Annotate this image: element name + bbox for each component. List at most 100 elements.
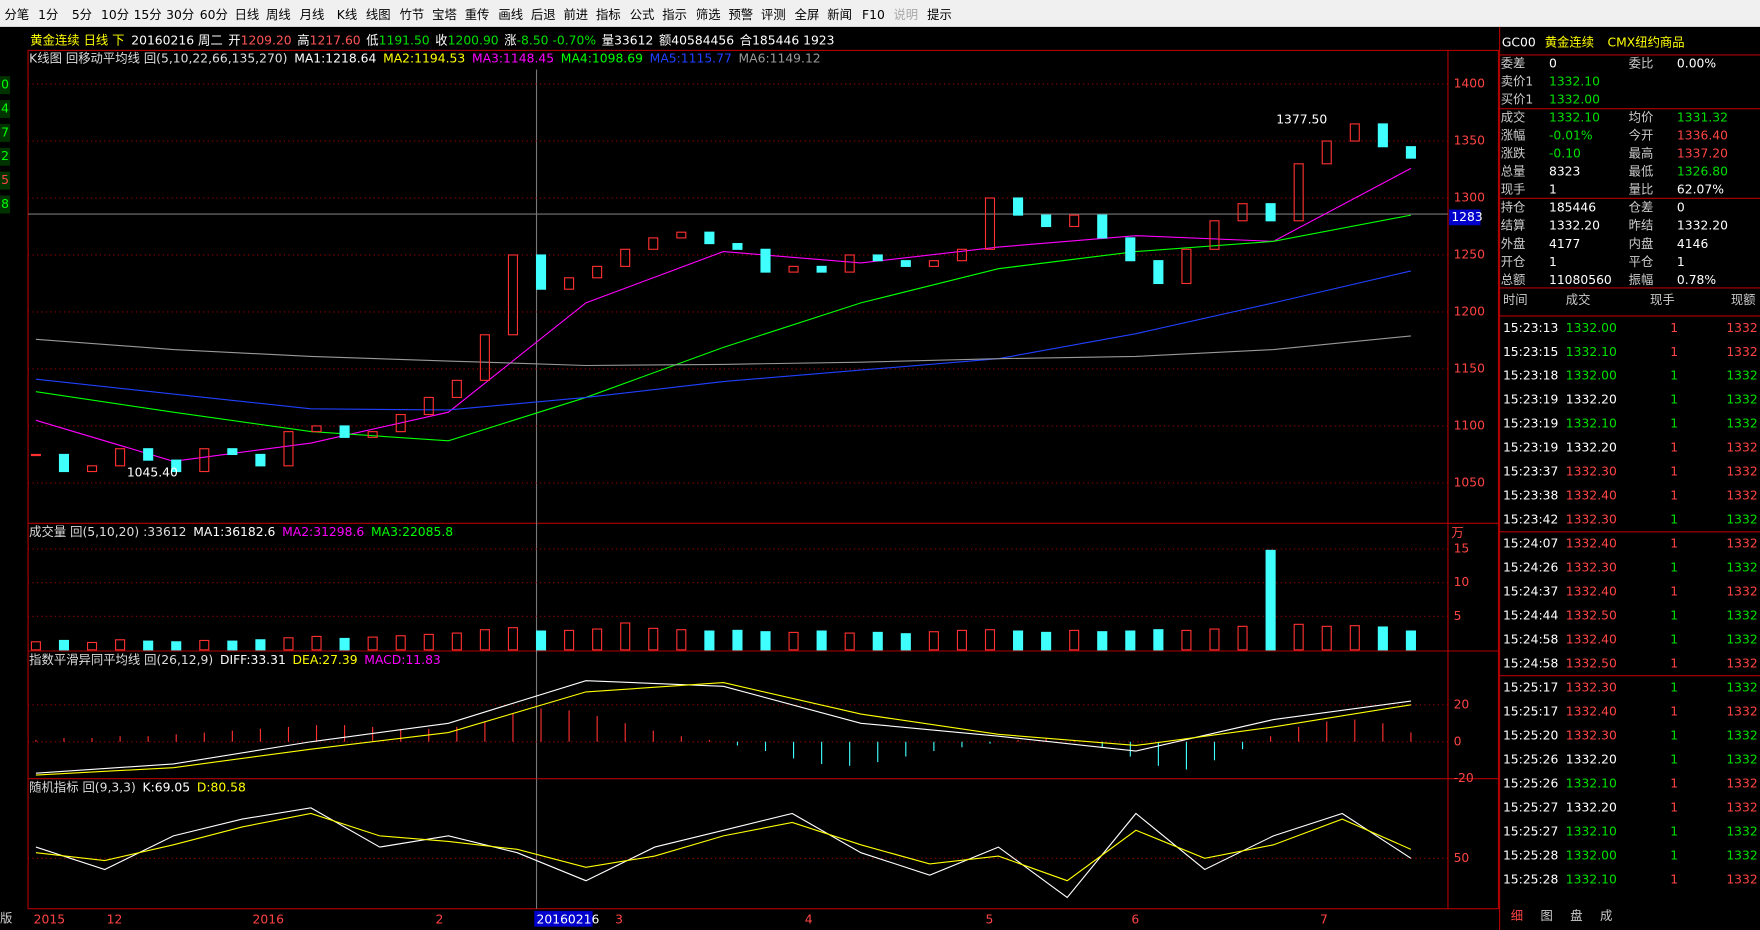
toolbar-button[interactable]: 竹节 [400, 8, 425, 22]
trade-volume: 1 [1670, 680, 1678, 694]
quote-label: 仓差 [1629, 201, 1654, 215]
toolbar-button[interactable]: 重传 [465, 7, 490, 22]
legend-item: K:69.05 [143, 780, 191, 794]
chart-frame [27, 49, 1500, 910]
trade-price: 1332.20 [1566, 800, 1617, 814]
trade-price: 1332.00 [1566, 848, 1617, 862]
toolbar-button[interactable]: 后退 [531, 8, 556, 22]
toolbar-button[interactable]: 公式 [630, 8, 655, 22]
trade-volume: 1 [1670, 417, 1678, 431]
trade-price: 1332.30 [1566, 465, 1617, 479]
x-tick-label: 5 [986, 912, 994, 926]
legend-item: MA3:1148.45 [472, 51, 554, 65]
y-tick-label: 1400 [1454, 77, 1486, 91]
volume-bar [872, 631, 883, 651]
trades-header: 现手 [1650, 293, 1675, 307]
toolbar-button[interactable]: 宝塔 [432, 8, 457, 22]
candle [283, 431, 294, 467]
volume-bar [1321, 625, 1332, 651]
trade-volume: 1 [1670, 800, 1678, 814]
trade-price: 1332.40 [1566, 537, 1617, 551]
toolbar-button[interactable]: 线图 [366, 8, 391, 22]
tab[interactable]: 盘 [1570, 908, 1582, 923]
legend-item: MA1:36182.6 [193, 525, 275, 539]
header-label: 涨 [504, 32, 516, 47]
tab[interactable]: 细 [1511, 909, 1523, 923]
trade-time: 15:23:42 [1503, 513, 1558, 527]
volume-bar [1181, 629, 1192, 651]
trade-price: 1332.50 [1566, 657, 1617, 671]
header-value: 40584456 [671, 33, 734, 47]
trade-time: 15:25:20 [1503, 728, 1559, 742]
candle [535, 254, 547, 290]
quote-value: 0 [1677, 201, 1685, 215]
toolbar-button[interactable]: 新闻 [827, 7, 852, 22]
volume-bar [928, 631, 939, 651]
toolbar-button[interactable]: 指标 [596, 7, 621, 22]
candle [395, 413, 406, 433]
toolbar-button[interactable]: 15分 [134, 8, 162, 22]
toolbar-button[interactable]: 分笔 [4, 7, 29, 22]
trade-volume: 1 [1670, 441, 1678, 455]
legend-item: DEA:27.39 [293, 652, 358, 666]
candle [928, 260, 939, 267]
panel-legend: 随机指标 回(9,3,3) K:69.05 D:80.58 [29, 779, 246, 794]
panel-legend: 指数平滑异同平均线 回(26,12,9) DIFF:33.31 DEA:27.39 M… [29, 651, 441, 666]
quote-label: 振幅 [1629, 272, 1654, 287]
header-label: 收 [435, 33, 447, 47]
toolbar-button[interactable]: 画线 [498, 8, 523, 22]
trades-header: 现额 [1731, 293, 1756, 307]
trade-time: 15:23:19 [1503, 393, 1558, 407]
trade-amount: 1332 [1726, 609, 1757, 623]
toolbar-button[interactable]: 10分 [101, 8, 129, 22]
toolbar-button[interactable]: 指示 [662, 7, 687, 22]
trade-price: 1332.00 [1566, 369, 1617, 383]
toolbar-button[interactable]: 提示 [927, 7, 952, 22]
toolbar-button[interactable]: 评测 [761, 8, 786, 22]
trade-time: 15:23:15 [1503, 345, 1558, 359]
trade-time: 15:25:28 [1503, 872, 1558, 886]
y-tick-label: 1100 [1454, 418, 1486, 432]
toolbar-button[interactable]: K线 [337, 8, 357, 22]
toolbar-button[interactable]: 全屏 [795, 7, 820, 22]
toolbar-button[interactable]: 5分 [72, 8, 92, 22]
trade-amount: 1332 [1726, 680, 1757, 694]
trade-volume: 1 [1670, 728, 1678, 742]
toolbar-button[interactable]: 日线 [235, 8, 260, 22]
toolbar-button[interactable]: 60分 [200, 8, 228, 22]
volume-bar [648, 627, 659, 651]
quote-label: 均价 [1629, 110, 1654, 124]
trade-volume: 1 [1670, 609, 1678, 623]
toolbar-button[interactable]: 1分 [38, 8, 58, 22]
candle [1405, 146, 1416, 159]
toolbar-button[interactable]: 月线 [300, 8, 325, 22]
toolbar-button[interactable]: 说明 [893, 7, 918, 22]
diff-line [35, 680, 1411, 774]
trade-price: 1332.20 [1566, 752, 1617, 766]
candle [900, 260, 911, 267]
toolbar-button[interactable]: F10 [862, 8, 885, 22]
volume-bar [1013, 630, 1024, 651]
trade-time: 15:24:07 [1503, 537, 1558, 551]
volume-bar [143, 640, 154, 651]
tab[interactable]: 图 [1541, 909, 1553, 923]
trade-volume: 1 [1670, 848, 1678, 862]
trade-amount: 1332 [1726, 728, 1757, 742]
trade-price: 1332.40 [1566, 704, 1617, 718]
tab[interactable]: 成 [1600, 909, 1612, 923]
trade-time: 15:24:58 [1503, 633, 1558, 647]
toolbar-button[interactable]: 前进 [563, 7, 588, 22]
quote-label: 开仓 [1501, 255, 1526, 269]
legend-item: MA4:1098.69 [561, 51, 643, 65]
ma-line [35, 167, 1412, 462]
toolbar-button[interactable]: 周线 [266, 8, 291, 22]
toolbar-button[interactable]: 预警 [728, 7, 753, 22]
panel-legend: 成交量 回(5,10,20) :33612 MA1:36182.6 MA2:3129… [29, 524, 453, 539]
quote-label: 外盘 [1501, 236, 1526, 251]
volume-bar [732, 629, 743, 651]
candle [1125, 237, 1136, 262]
volume-bar [367, 636, 378, 651]
toolbar-button[interactable]: 30分 [166, 8, 194, 22]
toolbar-button[interactable]: 筛选 [696, 7, 721, 22]
